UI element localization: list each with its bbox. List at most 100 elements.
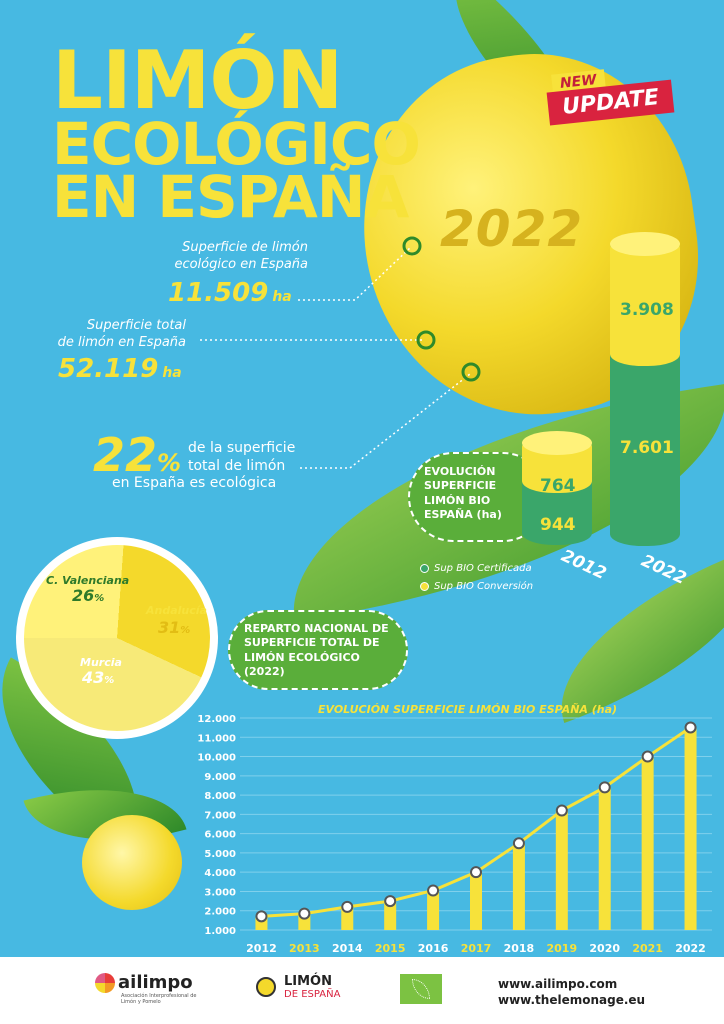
legend-certificada-dot — [420, 563, 429, 573]
ailimpo-logo: ailimpo Asociación Interprofesional de L… — [95, 972, 201, 1005]
y-tick-label: 6.000 — [204, 830, 236, 841]
cylinder-2012-certificada-label: 944 — [540, 515, 576, 535]
data-point — [555, 804, 568, 817]
x-tick-label: 2012 — [246, 942, 277, 955]
total-unit: ha — [162, 365, 182, 381]
pct-number: 22 — [93, 428, 158, 482]
url-thelemonage[interactable]: www.thelemonage.eu — [498, 992, 646, 1007]
x-tick-label: 2020 — [589, 942, 620, 955]
cylinder-2022-conversion — [610, 236, 680, 366]
bar — [641, 756, 654, 930]
cylinder-2022-certificada-label: 7.601 — [620, 438, 674, 458]
cylinder-2012-top — [522, 431, 592, 455]
limon-logo-icon — [256, 976, 276, 997]
pct-desc-line1: de la superficie — [188, 440, 296, 456]
total-surface-label: Superficie total de limón en España — [56, 318, 186, 352]
title-line-1: LIMÓN — [52, 34, 343, 127]
pct-desc-line3: en España es ecológica — [112, 475, 277, 491]
y-tick-label: 2.000 — [204, 907, 236, 918]
bar — [341, 906, 354, 930]
eco-label-line1: Superficie de limón — [182, 240, 308, 255]
total-label-line1: Superficie total — [86, 318, 186, 333]
y-tick-label: 5.000 — [204, 849, 236, 860]
cylinder-legend: Sup BIO Certificada Sup BIO Conversión — [420, 560, 533, 596]
pie-value-murcia-unit: % — [104, 675, 115, 686]
reparto-box-title: REPARTO NACIONAL DE SUPERFICIE TOTAL DE … — [244, 622, 389, 678]
pie-value-murcia: 43% — [82, 668, 114, 687]
pct-sign: % — [157, 449, 182, 477]
url-ailimpo[interactable]: www.ailimpo.com — [498, 977, 618, 991]
pie-label-murcia: Murcia — [80, 656, 122, 669]
x-tick-label: 2017 — [461, 942, 492, 955]
total-surface-value: 52.119 ha — [58, 354, 182, 384]
title-line-2: ECOLÓGICO — [52, 109, 421, 178]
eco-unit: ha — [272, 289, 292, 305]
pie-value-valenciana: 26% — [72, 586, 104, 605]
data-point — [427, 884, 440, 897]
pct-desc-line2: total de limón — [188, 457, 286, 474]
limon-logo-subtext: DE ESPAÑA — [284, 989, 341, 1000]
title-line-3: EN ESPAÑA — [52, 162, 409, 231]
pie-label-andalucia: Andalucía — [146, 604, 207, 617]
eco-value: 11.509 — [168, 278, 269, 308]
y-tick-label: 1.000 — [204, 926, 236, 937]
y-tick-label: 9.000 — [204, 772, 236, 783]
pie-label-valenciana: C. Valenciana — [46, 574, 130, 587]
y-tick-label: 10.000 — [197, 753, 236, 764]
bar — [427, 890, 440, 930]
pie-value-murcia-num: 43 — [82, 668, 105, 687]
evolution-box-title: EVOLUCIÓN SUPERFICIE LIMÓN BIO ESPAÑA (h… — [424, 465, 502, 521]
y-tick-label: 12.000 — [197, 714, 236, 725]
ailimpo-logo-icon — [95, 972, 115, 993]
data-point — [470, 866, 482, 879]
page-title: LIMÓN ECOLÓGICO EN ESPAÑA — [52, 34, 421, 231]
connector-lines — [200, 236, 481, 469]
ailimpo-logo-subtitle: Asociación Interprofesional de Limón y P… — [121, 993, 197, 1005]
bar — [598, 787, 611, 930]
leaf-right — [530, 546, 724, 724]
year-label: 2022 — [440, 200, 584, 258]
y-tick-label: 3.000 — [204, 887, 236, 898]
pie-value-valenciana-unit: % — [94, 593, 105, 604]
bar — [255, 916, 268, 930]
data-point — [598, 781, 611, 794]
limon-logo-text: LIMÓN — [284, 974, 332, 989]
legend-conversion-dot — [420, 581, 429, 591]
x-tick-label: 2018 — [504, 942, 535, 955]
data-point — [684, 721, 697, 734]
x-tick-label: 2014 — [332, 942, 363, 955]
bar — [512, 843, 525, 930]
eco-label-line2: ecológico en España — [174, 256, 308, 272]
y-tick-label: 11.000 — [197, 733, 236, 744]
y-tick-label: 8.000 — [204, 791, 236, 802]
y-tick-label: 4.000 — [204, 868, 236, 879]
legend-conversion: Sup BIO Conversión — [420, 578, 533, 596]
legend-certificada-label: Sup BIO Certificada — [434, 563, 532, 574]
data-point — [384, 895, 397, 908]
x-tick-label: 2022 — [675, 942, 706, 955]
limon-de-espana-logo: LIMÓN DE ESPAÑA — [256, 974, 340, 1000]
x-tick-label: 2019 — [547, 942, 578, 955]
footer — [0, 957, 724, 1024]
x-tick-label: 2016 — [418, 942, 449, 955]
legend-certificada: Sup BIO Certificada — [420, 560, 533, 578]
lemon-splash — [82, 815, 182, 910]
data-point — [255, 910, 268, 923]
percentage-value: 22% — [93, 428, 181, 482]
cylinder-2022-conversion-label: 3.908 — [620, 300, 674, 320]
eu-leaf-icon — [412, 979, 430, 999]
eu-organic-logo — [400, 974, 442, 1004]
bar-chart-title: EVOLUCIÓN SUPERFICIE LIMÓN BIO ESPAÑA (h… — [318, 703, 618, 716]
cylinder-2022-year: 2022 — [637, 550, 690, 590]
legend-conversion-label: Sup BIO Conversión — [434, 581, 534, 592]
bar — [470, 872, 482, 930]
total-label-line2: de limón en España — [57, 334, 186, 350]
data-point — [341, 900, 354, 913]
data-point — [298, 907, 311, 920]
footer-urls: www.ailimpo.com www.thelemonage.eu — [498, 977, 645, 1008]
data-point — [641, 750, 654, 763]
cylinder-2012-year: 2012 — [557, 545, 610, 585]
reparto-box — [228, 610, 408, 690]
pie-value-valenciana-num: 26 — [72, 586, 95, 605]
